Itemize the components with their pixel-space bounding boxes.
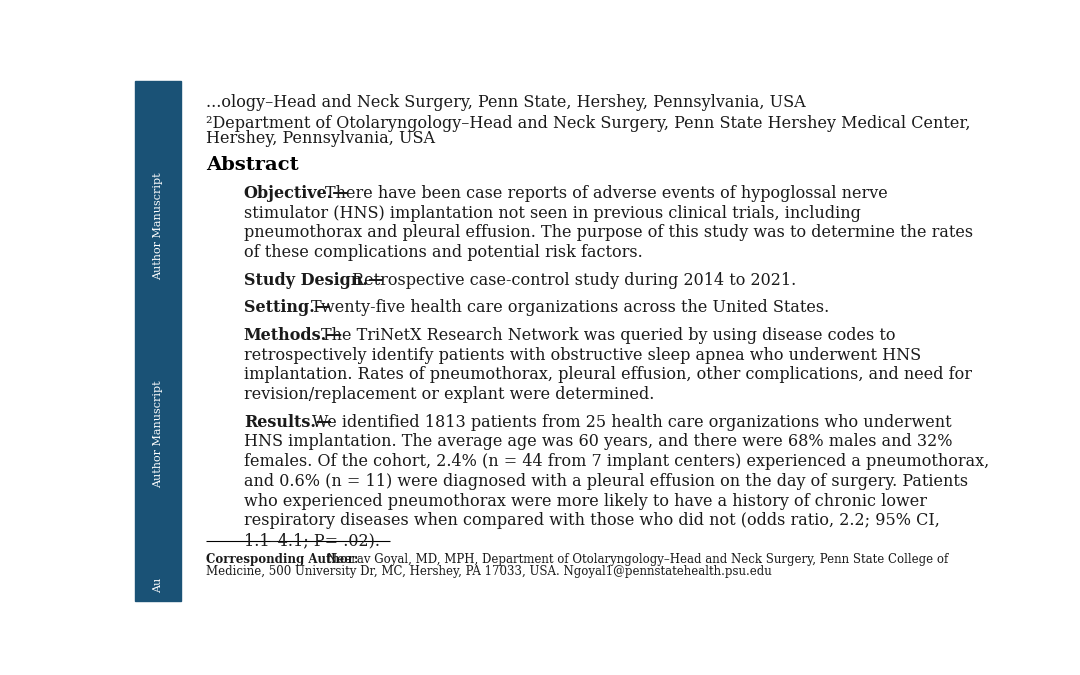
Bar — [135, 81, 181, 601]
Text: Au: Au — [153, 578, 163, 593]
Text: Objective.—: Objective.— — [244, 185, 349, 202]
Text: stimulator (HNS) implantation not seen in previous clinical trials, including: stimulator (HNS) implantation not seen i… — [244, 205, 861, 221]
Text: Setting.—: Setting.— — [244, 299, 330, 317]
Text: Twenty-five health care organizations across the United States.: Twenty-five health care organizations ac… — [311, 299, 829, 317]
Text: females. Of the cohort, 2.4% (n = 44 from 7 implant centers) experienced a pneum: females. Of the cohort, 2.4% (n = 44 fro… — [244, 453, 989, 470]
Text: We identified 1813 patients from 25 health care organizations who underwent: We identified 1813 patients from 25 heal… — [312, 414, 951, 431]
Text: There have been case reports of adverse events of hypoglossal nerve: There have been case reports of adverse … — [325, 185, 888, 202]
Text: Methods.—: Methods.— — [244, 327, 343, 344]
Text: pneumothorax and pleural effusion. The purpose of this study was to determine th: pneumothorax and pleural effusion. The p… — [244, 225, 973, 242]
Text: respiratory diseases when compared with those who did not (odds ratio, 2.2; 95% : respiratory diseases when compared with … — [244, 512, 940, 529]
Text: retrospectively identify patients with obstructive sleep apnea who underwent HNS: retrospectively identify patients with o… — [244, 346, 921, 364]
Text: 1.1–4.1; P= .02).: 1.1–4.1; P= .02). — [244, 532, 380, 549]
Text: Results.—: Results.— — [244, 414, 332, 431]
Text: implantation. Rates of pneumothorax, pleural effusion, other complications, and : implantation. Rates of pneumothorax, ple… — [244, 367, 972, 383]
Text: revision/replacement or explant were determined.: revision/replacement or explant were det… — [244, 386, 654, 403]
Text: Abstract: Abstract — [206, 157, 299, 174]
Text: Neerav Goyal, MD, MPH, Department of Otolaryngology–Head and Neck Surgery, Penn : Neerav Goyal, MD, MPH, Department of Oto… — [327, 553, 948, 566]
Text: Corresponding Author:: Corresponding Author: — [206, 553, 363, 566]
Text: who experienced pneumothorax were more likely to have a history of chronic lower: who experienced pneumothorax were more l… — [244, 493, 927, 510]
Text: of these complications and potential risk factors.: of these complications and potential ris… — [244, 244, 643, 261]
Text: The TriNetX Research Network was queried by using disease codes to: The TriNetX Research Network was queried… — [321, 327, 895, 344]
Text: Hershey, Pennsylvania, USA: Hershey, Pennsylvania, USA — [206, 130, 435, 147]
Text: ...ology–Head and Neck Surgery, Penn State, Hershey, Pennsylvania, USA: ...ology–Head and Neck Surgery, Penn Sta… — [206, 94, 806, 111]
Text: HNS implantation. The average age was 60 years, and there were 68% males and 32%: HNS implantation. The average age was 60… — [244, 433, 953, 450]
Text: Retrospective case-control study during 2014 to 2021.: Retrospective case-control study during … — [352, 272, 797, 289]
Text: and 0.6% (n = 11) were diagnosed with a pleural effusion on the day of surgery. : and 0.6% (n = 11) were diagnosed with a … — [244, 473, 968, 490]
Text: Study Design.—: Study Design.— — [244, 272, 383, 289]
Text: Author Manuscript: Author Manuscript — [153, 173, 163, 280]
Text: Author Manuscript: Author Manuscript — [153, 381, 163, 488]
Text: ²Department of Otolaryngology–Head and Neck Surgery, Penn State Hershey Medical : ²Department of Otolaryngology–Head and N… — [206, 115, 971, 132]
Text: Medicine, 500 University Dr, MC, Hershey, PA 17033, USA. Ngoyal1@pennstatehealth: Medicine, 500 University Dr, MC, Hershey… — [206, 566, 772, 578]
